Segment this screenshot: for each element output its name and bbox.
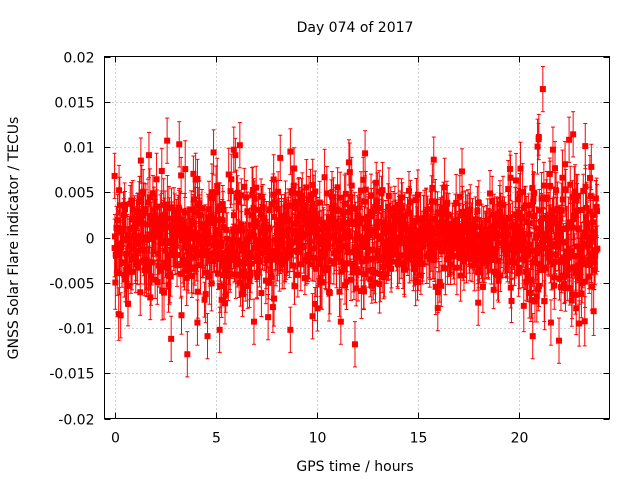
data-point (566, 116, 573, 163)
x-tick-label: 5 (212, 431, 221, 447)
data-point (178, 295, 185, 335)
y-tick-label: -0.015 (49, 367, 94, 383)
data-point (168, 315, 175, 362)
data-point (507, 154, 514, 201)
data-points (111, 65, 601, 378)
y-tick-label: 0.005 (54, 186, 94, 202)
y-tick-label: -0.01 (58, 322, 94, 338)
data-point (379, 161, 386, 219)
data-point (547, 160, 554, 212)
y-tick-label: -0.005 (49, 277, 94, 293)
data-point (188, 253, 195, 299)
data-point (559, 177, 566, 222)
data-point (235, 182, 242, 222)
data-point (265, 294, 272, 341)
data-point (287, 128, 294, 175)
data-point (164, 117, 171, 164)
data-point (178, 156, 185, 194)
y-tick-label: 0.015 (54, 96, 94, 112)
data-point (218, 281, 225, 318)
data-point (351, 321, 358, 368)
data-point (271, 270, 278, 327)
data-point (576, 300, 583, 347)
data-point (430, 136, 437, 183)
data-point (176, 121, 183, 168)
data-point (190, 155, 197, 193)
y-tick-label: 0.02 (63, 51, 94, 67)
data-point (539, 65, 546, 113)
data-point (459, 148, 466, 195)
data-point (508, 278, 515, 324)
data-point (594, 225, 601, 272)
data-point (129, 253, 136, 291)
data-point (529, 313, 536, 360)
data-point (145, 132, 152, 179)
data-point (257, 230, 264, 276)
data-point (337, 298, 344, 345)
data-point (295, 177, 302, 210)
x-tick-label: 10 (309, 431, 327, 447)
data-point (475, 279, 482, 326)
data-point (287, 306, 294, 353)
data-point (194, 299, 201, 346)
data-point (258, 269, 265, 317)
data-point (244, 191, 251, 232)
data-point (588, 143, 595, 191)
data-point (117, 292, 124, 339)
data-point (556, 317, 562, 364)
data-point (137, 137, 144, 184)
x-tick-label: 0 (111, 431, 120, 447)
data-point (250, 298, 257, 345)
data-point (535, 113, 542, 161)
x-tick-label: 15 (410, 431, 428, 447)
data-point (210, 129, 217, 176)
axis-ticks: -0.02 -0.015 -0.01 -0.005 0 0.005 0.01 0.015 0.0… (49, 51, 610, 447)
data-point (216, 306, 223, 353)
data-point (434, 284, 441, 332)
x-axis-label: GPS time / hours (296, 459, 413, 475)
x-tick-label: 20 (511, 431, 529, 447)
data-point (345, 139, 352, 186)
data-point (309, 293, 316, 340)
data-point (204, 313, 211, 360)
data-point (362, 130, 369, 177)
y-axis-label: GNSS Solar Flare indicator / TECUs (6, 117, 22, 360)
y-tick-label: 0 (86, 232, 95, 248)
data-point (573, 281, 580, 336)
data-point (111, 152, 118, 200)
data-point (314, 285, 321, 332)
plot-border (104, 56, 610, 419)
data-point (547, 299, 554, 346)
chart-title: Day 074 of 2017 (297, 20, 414, 36)
data-point (230, 126, 237, 173)
data-point (184, 331, 191, 378)
data-point (570, 111, 577, 158)
data-point (291, 267, 298, 305)
data-point (122, 190, 129, 228)
data-point (182, 140, 189, 198)
data-point (582, 122, 589, 170)
data-point (277, 134, 284, 181)
data-point (236, 122, 243, 169)
data-point (158, 148, 165, 194)
data-point (549, 126, 556, 173)
y-tick-label: -0.02 (58, 413, 94, 429)
y-tick-label: 0.01 (63, 141, 94, 157)
